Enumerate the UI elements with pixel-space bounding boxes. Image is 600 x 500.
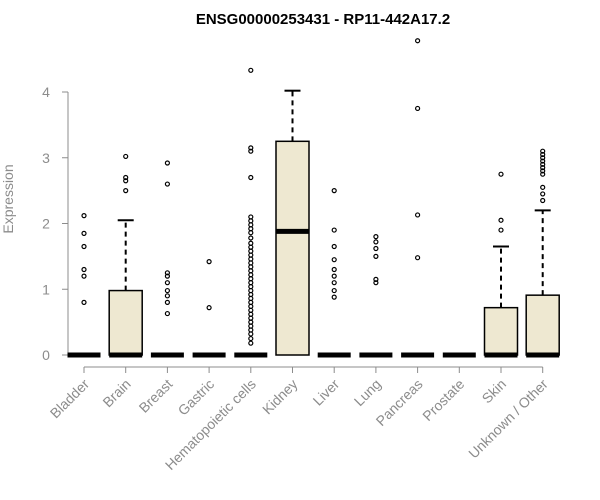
outlier-point xyxy=(164,270,170,276)
x-tick-label: Breast xyxy=(136,376,176,416)
outlier-point xyxy=(415,212,421,218)
outlier-point xyxy=(540,165,546,171)
outlier-point xyxy=(123,178,129,184)
outlier-point xyxy=(123,153,129,160)
outlier-point xyxy=(540,158,546,164)
outlier-point xyxy=(123,174,129,181)
outlier-point xyxy=(81,273,87,279)
outlier-point xyxy=(415,255,421,261)
y-tick-label: 2 xyxy=(42,216,50,232)
outlier-point xyxy=(248,148,254,154)
box-liver xyxy=(317,188,351,358)
box-pancreas xyxy=(401,38,435,358)
outlier-point xyxy=(164,299,170,305)
outlier-point xyxy=(248,67,254,73)
y-tick-label: 1 xyxy=(42,281,50,297)
outlier-point xyxy=(498,217,504,223)
outlier-point xyxy=(331,257,337,263)
outlier-point xyxy=(248,214,254,220)
outlier-point xyxy=(206,305,212,311)
box-gastric xyxy=(192,259,226,358)
outlier-point xyxy=(373,253,379,259)
outlier-point xyxy=(415,105,421,112)
outlier-point xyxy=(164,181,170,187)
outlier-point xyxy=(498,171,504,177)
outlier-point xyxy=(540,151,546,158)
y-tick-label: 3 xyxy=(42,150,50,166)
outlier-point xyxy=(415,38,421,44)
box-bladder xyxy=(67,213,101,358)
outlier-point xyxy=(373,276,379,282)
outlier-point xyxy=(248,145,254,151)
outlier-point xyxy=(81,243,87,250)
box-unknown-other xyxy=(525,148,560,358)
box-breast xyxy=(150,160,184,358)
box-body xyxy=(483,306,519,356)
y-tick-label: 0 xyxy=(42,347,50,363)
outlier-point xyxy=(331,243,337,250)
outlier-point xyxy=(540,148,546,154)
outlier-point xyxy=(81,266,87,273)
outlier-point xyxy=(373,245,379,252)
box-series xyxy=(67,38,560,358)
y-axis: 0 1 2 3 4 xyxy=(42,84,69,363)
outlier-point xyxy=(331,294,337,300)
chart-title: ENSG00000253431 - RP11-442A17.2 xyxy=(196,11,450,28)
outlier-point xyxy=(164,160,170,166)
outlier-point xyxy=(164,287,170,294)
x-tick-label: Kidney xyxy=(259,376,301,418)
x-tick-label: Skin xyxy=(479,376,510,407)
outlier-point xyxy=(331,280,337,286)
outlier-point xyxy=(331,227,337,233)
x-tick-label: Prostate xyxy=(419,376,467,424)
outlier-point xyxy=(164,310,170,317)
outlier-point xyxy=(373,234,379,240)
outlier-point xyxy=(540,161,546,167)
outlier-point xyxy=(373,239,379,245)
outlier-point xyxy=(164,293,170,299)
outlier-point xyxy=(248,335,254,342)
box-kidney xyxy=(275,89,310,356)
outlier-point xyxy=(540,171,546,177)
outlier-point xyxy=(540,168,546,174)
box-body xyxy=(108,289,143,356)
outlier-point xyxy=(248,340,254,346)
x-tick-label: Lung xyxy=(351,376,384,409)
outlier-point xyxy=(498,227,504,233)
outlier-point xyxy=(123,188,129,194)
outlier-point xyxy=(540,191,546,197)
x-tick-label: Bladder xyxy=(47,376,93,422)
box-body xyxy=(275,140,310,356)
outlier-point xyxy=(164,273,170,279)
outlier-point xyxy=(540,155,546,161)
outlier-point xyxy=(540,197,546,204)
y-tick-label: 4 xyxy=(42,84,50,100)
outlier-point xyxy=(81,213,87,219)
outlier-point xyxy=(540,184,546,190)
outlier-point xyxy=(331,188,337,194)
box-brain xyxy=(108,153,143,358)
outlier-point xyxy=(248,240,254,246)
outlier-point xyxy=(81,299,87,305)
outlier-point xyxy=(248,174,254,181)
outlier-point xyxy=(81,230,87,236)
box-body xyxy=(525,294,560,356)
outlier-point xyxy=(331,266,337,273)
outlier-point xyxy=(331,273,337,279)
outlier-point xyxy=(248,235,254,241)
x-tick-label: Unknown / Other xyxy=(465,376,551,462)
box-lung xyxy=(359,234,393,358)
outlier-point xyxy=(206,259,212,265)
outlier-point xyxy=(373,280,379,286)
y-axis-label: Expression xyxy=(0,164,16,233)
x-tick-label: Brain xyxy=(99,376,133,410)
box-skin xyxy=(483,171,519,358)
outlier-point xyxy=(331,287,337,294)
box-hematopoietic-cells xyxy=(234,67,268,358)
outlier-point xyxy=(164,280,170,286)
x-tick-label: Liver xyxy=(310,376,343,409)
